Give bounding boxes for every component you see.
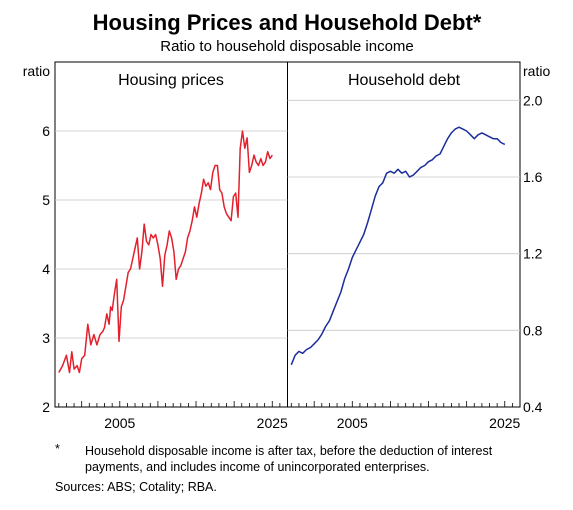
right-axis-unit-label: ratio [523,63,550,79]
panel-title-household-debt: Household debt [348,72,461,89]
chart-subtitle: Ratio to household disposable income [160,38,414,55]
left-y-tick-label: 2 [42,399,50,415]
series-line-household-debt [290,126,506,366]
right-y-tick-label: 2.0 [523,92,543,108]
left-y-tick-label: 4 [42,261,50,277]
x-minor-ticks [58,401,521,407]
footnote-marker: * [55,442,60,456]
footnote-text: Household disposable income is after tax… [85,444,493,474]
left-y-tick-label: 6 [42,123,50,139]
x-tick-labels: 2005 2025 2005 2025 [104,415,520,431]
sources-text: Sources: ABS; Cotality; RBA. [55,480,217,494]
left-axis-unit-label: ratio [23,63,50,79]
chart-title: Housing Prices and Household Debt* [93,10,482,35]
x-tick-label-housing: 2025 [257,415,288,431]
series-line-housing-prices [58,130,273,374]
panel-title-housing-prices: Housing prices [118,72,224,89]
right-y-tick-label: 1.2 [523,246,543,262]
chart-svg: Housing Prices and Household Debt* Ratio… [23,10,551,431]
x-tick-label-debt: 2025 [489,415,520,431]
right-y-tick-label: 0.4 [523,399,543,415]
x-tick-label-debt: 2005 [337,415,368,431]
right-y-tick-labels: 0.4 0.8 1.2 1.6 2.0 [523,92,543,415]
right-y-tick-label: 0.8 [523,322,543,338]
right-y-tick-label: 1.6 [523,169,543,185]
left-y-tick-label: 5 [42,192,50,208]
x-tick-label-housing: 2005 [104,415,135,431]
left-y-tick-label: 3 [42,330,50,346]
left-y-tick-labels: 2 3 4 5 6 [42,123,50,415]
gridlines [55,99,520,339]
